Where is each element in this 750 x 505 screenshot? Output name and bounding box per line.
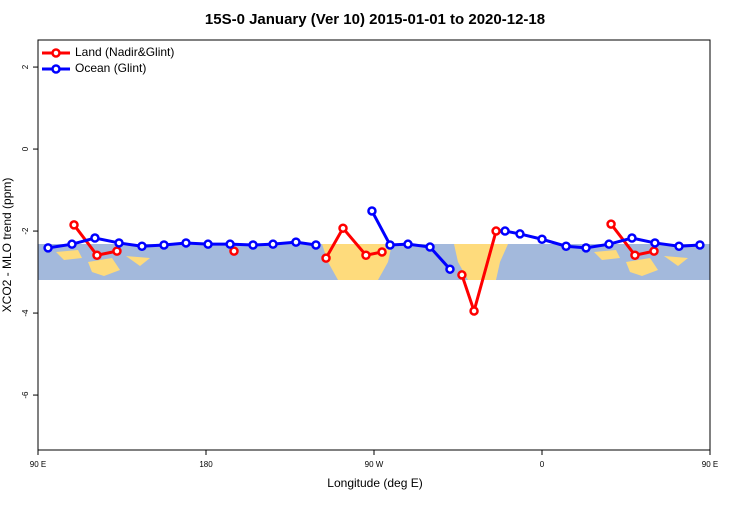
legend-label: Land (Nadir&Glint) bbox=[75, 45, 174, 59]
data-point bbox=[181, 238, 191, 248]
y-axis-label: XCO2 - MLO trend (ppm) bbox=[0, 178, 14, 313]
data-point bbox=[606, 219, 616, 229]
x-axis-label: Longitude (deg E) bbox=[327, 476, 422, 490]
data-point bbox=[291, 237, 301, 247]
data-point bbox=[112, 246, 122, 256]
map-land bbox=[594, 250, 688, 276]
legend-marker bbox=[51, 64, 61, 74]
data-point bbox=[515, 229, 525, 239]
legend-label: Ocean (Glint) bbox=[75, 61, 146, 75]
data-point bbox=[457, 270, 467, 280]
data-point bbox=[92, 250, 102, 260]
x-tick-label: 0 bbox=[540, 460, 545, 469]
data-point bbox=[385, 240, 395, 250]
data-point bbox=[581, 243, 591, 253]
data-point bbox=[630, 250, 640, 260]
data-point bbox=[321, 253, 331, 263]
data-point bbox=[268, 239, 278, 249]
data-point bbox=[338, 223, 348, 233]
data-point bbox=[248, 240, 258, 250]
data-point bbox=[67, 239, 77, 249]
data-point bbox=[203, 239, 213, 249]
data-point bbox=[500, 226, 510, 236]
data-point bbox=[229, 246, 239, 256]
data-point bbox=[90, 233, 100, 243]
data-point bbox=[367, 206, 377, 216]
map-band bbox=[38, 244, 710, 280]
data-point bbox=[650, 238, 660, 248]
data-point bbox=[425, 242, 435, 252]
data-point bbox=[627, 233, 637, 243]
data-point bbox=[469, 306, 479, 316]
data-point bbox=[114, 238, 124, 248]
data-point bbox=[561, 241, 571, 251]
data-point bbox=[69, 220, 79, 230]
legend-marker bbox=[51, 48, 61, 58]
y-tick-label: -4 bbox=[21, 309, 30, 317]
data-point bbox=[377, 247, 387, 257]
data-point bbox=[674, 241, 684, 251]
y-tick-label: 0 bbox=[21, 146, 30, 151]
chart-title: 15S-0 January (Ver 10) 2015-01-01 to 202… bbox=[205, 11, 545, 28]
y-tick-label: -2 bbox=[21, 227, 30, 235]
data-point bbox=[604, 239, 614, 249]
y-tick-label: -6 bbox=[21, 391, 30, 399]
x-tick-label: 90 E bbox=[30, 460, 46, 469]
data-point bbox=[137, 241, 147, 251]
data-point bbox=[159, 240, 169, 250]
data-point bbox=[445, 264, 455, 274]
map-land bbox=[56, 250, 150, 276]
data-point bbox=[695, 240, 705, 250]
data-point bbox=[43, 243, 53, 253]
series-line bbox=[504, 229, 701, 250]
series-line bbox=[324, 225, 383, 259]
data-point bbox=[649, 246, 659, 256]
data-point bbox=[225, 239, 235, 249]
y-tick-label: 2 bbox=[21, 64, 30, 69]
data-point bbox=[537, 234, 547, 245]
x-tick-label: 90 W bbox=[365, 460, 384, 469]
data-point bbox=[403, 239, 413, 249]
x-tick-label: 90 E bbox=[702, 460, 718, 469]
data-point bbox=[311, 240, 321, 250]
x-tick-label: 180 bbox=[199, 460, 213, 469]
map-land bbox=[454, 244, 508, 280]
data-point bbox=[361, 250, 371, 260]
data-point bbox=[491, 226, 501, 236]
